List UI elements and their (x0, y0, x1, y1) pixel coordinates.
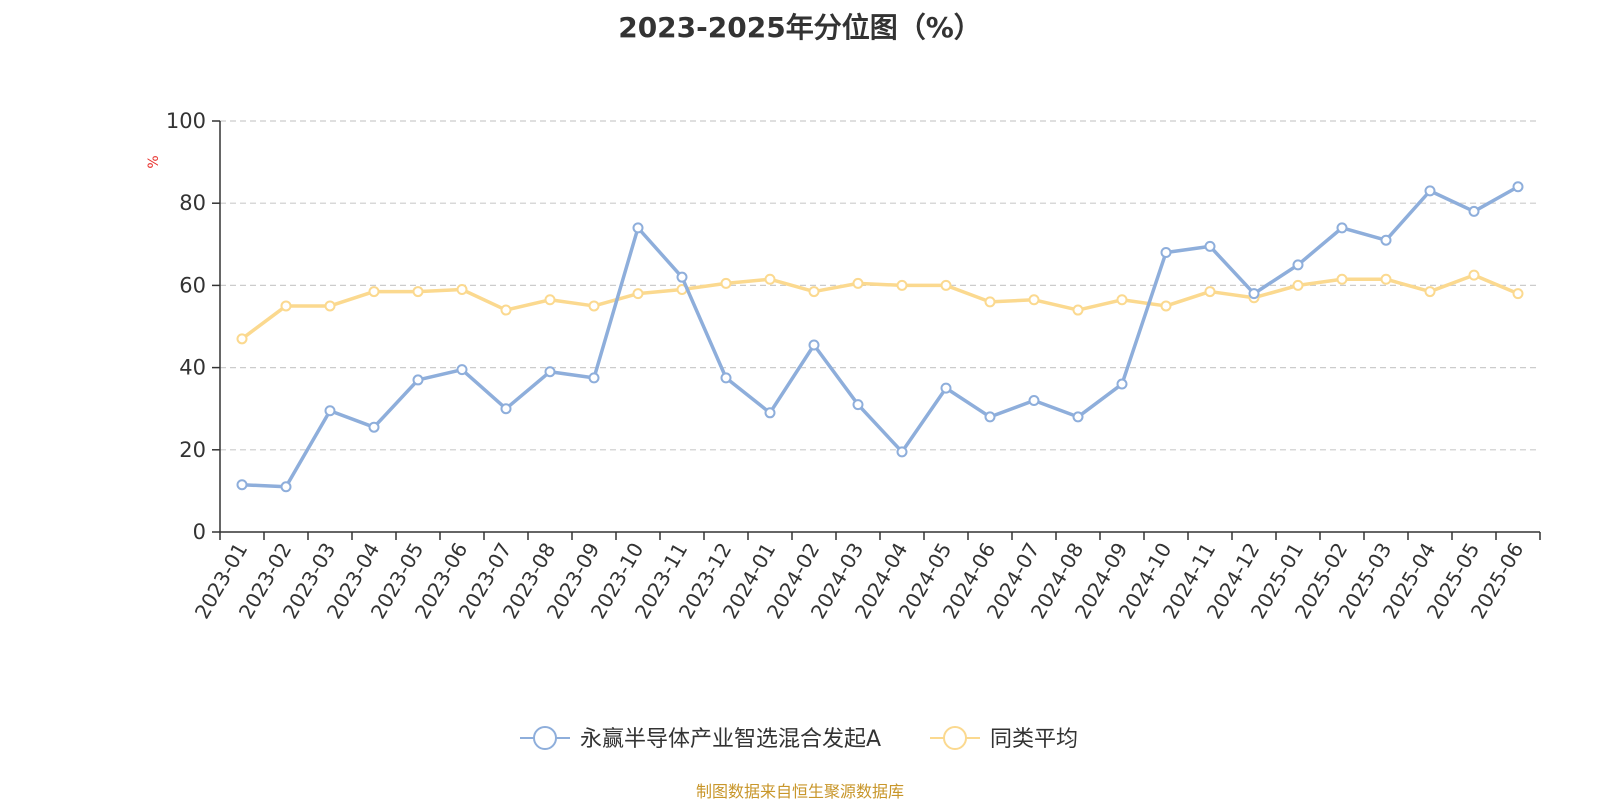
data-point-0-27 (1424, 185, 1436, 197)
data-point-0-24 (1292, 259, 1304, 271)
legend: 永赢半导体产业智选混合发起A 同类平均 (520, 726, 1078, 752)
data-source-note: 制图数据来自恒生聚源数据库 (695, 782, 904, 801)
data-point-1-19 (1072, 304, 1084, 316)
data-point-1-22 (1204, 286, 1216, 298)
data-point-0-1 (280, 481, 292, 493)
legend-marker-1 (943, 726, 967, 750)
data-point-0-12 (764, 407, 776, 419)
data-point-0-3 (368, 421, 380, 433)
data-point-1-13 (808, 286, 820, 298)
data-point-1-17 (984, 296, 996, 308)
legend-label-1: 同类平均 (990, 727, 1078, 752)
data-point-1-9 (632, 288, 644, 300)
data-point-0-19 (1072, 411, 1084, 423)
data-point-0-5 (456, 364, 468, 376)
y-tick-label-80: 80 (179, 191, 206, 215)
data-point-1-18 (1028, 294, 1040, 306)
data-point-0-25 (1336, 222, 1348, 234)
data-point-0-22 (1204, 240, 1216, 252)
data-point-1-1 (280, 300, 292, 312)
data-point-1-7 (544, 294, 556, 306)
data-point-1-29 (1512, 288, 1524, 300)
data-point-1-28 (1468, 269, 1480, 281)
y-tick-label-20: 20 (179, 438, 206, 462)
legend-label-0: 永赢半导体产业智选混合发起A (580, 727, 881, 752)
y-tick-label-60: 60 (179, 273, 206, 297)
data-point-0-11 (720, 372, 732, 384)
data-point-0-4 (412, 374, 424, 386)
data-point-0-7 (544, 366, 556, 378)
data-point-0-14 (852, 399, 864, 411)
data-point-0-23 (1248, 288, 1260, 300)
y-tick-label-40: 40 (179, 356, 206, 380)
data-point-0-29 (1512, 181, 1524, 193)
series-line-1 (240, 273, 1519, 341)
data-point-1-2 (324, 300, 336, 312)
data-point-0-17 (984, 411, 996, 423)
data-point-0-8 (588, 372, 600, 384)
data-point-0-28 (1468, 205, 1480, 217)
data-point-1-3 (368, 286, 380, 298)
series-lines (236, 181, 1524, 493)
data-point-1-21 (1160, 300, 1172, 312)
data-point-1-8 (588, 300, 600, 312)
data-point-0-9 (632, 222, 644, 234)
data-point-1-4 (412, 286, 424, 298)
data-point-1-0 (236, 333, 248, 345)
series-line-0 (241, 185, 1519, 489)
data-point-1-27 (1424, 286, 1436, 298)
data-point-1-16 (940, 279, 952, 291)
data-point-0-6 (500, 403, 512, 415)
data-point-0-15 (896, 446, 908, 458)
y-tick-label-100: 100 (166, 109, 206, 133)
chart-title: 2023-2025年分位图（%） (618, 11, 982, 44)
data-point-1-26 (1380, 273, 1392, 285)
data-point-0-26 (1380, 234, 1392, 246)
y-axis-label: % (146, 155, 162, 168)
data-point-1-12 (764, 273, 776, 285)
data-point-0-21 (1160, 247, 1172, 259)
y-tick-label-0: 0 (193, 520, 206, 544)
data-point-0-13 (808, 339, 820, 351)
data-point-0-2 (324, 405, 336, 417)
data-point-1-25 (1336, 273, 1348, 285)
data-point-1-6 (500, 304, 512, 316)
data-point-0-16 (940, 382, 952, 394)
axes: 0204060801002023-012023-022023-032023-04… (166, 109, 1541, 623)
data-point-1-11 (720, 277, 732, 289)
data-point-1-24 (1292, 279, 1304, 291)
legend-marker-0 (533, 726, 557, 750)
data-point-0-20 (1116, 378, 1128, 390)
data-point-0-10 (676, 271, 688, 283)
data-point-1-14 (852, 277, 864, 289)
data-point-0-0 (236, 479, 248, 491)
data-point-1-5 (456, 284, 468, 296)
data-point-1-20 (1116, 294, 1128, 306)
data-point-0-18 (1028, 394, 1040, 406)
data-point-1-15 (896, 279, 908, 291)
